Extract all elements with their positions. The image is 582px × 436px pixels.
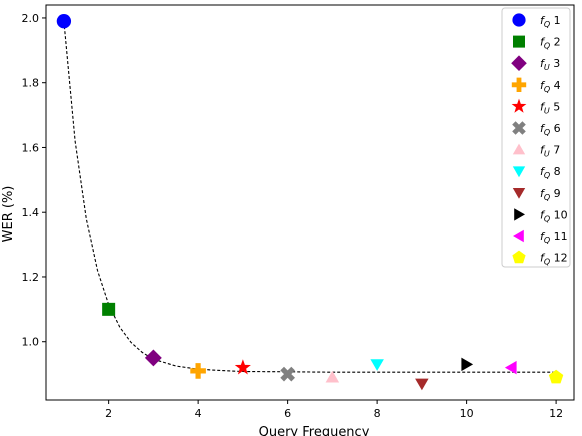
- y-tick-label: 2.0: [22, 12, 40, 25]
- legend-marker: [512, 13, 526, 27]
- legend-marker: [513, 35, 525, 48]
- data-point-7: [325, 370, 340, 383]
- x-tick-label: 2: [105, 407, 112, 420]
- legend-label: fQ 4: [540, 79, 561, 94]
- legend-label: fQ 2: [540, 36, 561, 51]
- legend-label: fQ 12: [540, 252, 568, 267]
- legend-label: fQ 11: [540, 230, 568, 245]
- y-tick-label: 1.6: [22, 141, 40, 154]
- data-point-5: [234, 359, 251, 375]
- legend: fQ 1 fQ 2 fU 3 fQ 4 fU 5 fQ 6 fU 7 fQ 8 fQ 9 fQ 1…: [501, 7, 571, 268]
- legend-marker: [513, 229, 524, 243]
- legend-label: fQ 1: [540, 14, 561, 29]
- x-axis-label: Query Frequency: [259, 425, 370, 436]
- data-point-8: [370, 359, 384, 371]
- data-point-3: [144, 349, 162, 367]
- legend-entry: fQ 9: [512, 187, 561, 202]
- x-tick-label: 8: [374, 407, 381, 420]
- legend-label: fQ 6: [540, 122, 561, 137]
- plot-frame: [45, 4, 575, 401]
- data-point-2: [102, 302, 116, 316]
- legend-entry: fQ 11: [513, 229, 568, 245]
- y-tick-label: 1.4: [22, 206, 40, 219]
- legend-marker: [511, 98, 527, 113]
- legend-marker: [512, 250, 526, 264]
- legend-label: fQ 10: [540, 208, 568, 223]
- legend-box: [501, 7, 571, 268]
- legend-marker: [512, 188, 526, 199]
- x-tick-label: 10: [460, 407, 474, 420]
- y-tick-label: 1.8: [22, 77, 40, 90]
- legend-label: fU 3: [540, 57, 560, 72]
- legend-marker: [511, 77, 527, 92]
- fit-curve-layer: [63, 21, 557, 373]
- legend-marker: [512, 143, 526, 155]
- x-tick-label: 4: [195, 407, 202, 420]
- legend-marker: [514, 208, 525, 221]
- data-point-12: [548, 369, 564, 384]
- markers-layer: [56, 14, 564, 391]
- legend-entry: fU 5: [511, 98, 560, 115]
- legend-label: fU 5: [540, 100, 560, 115]
- data-point-6: [280, 366, 295, 382]
- data-point-11: [504, 360, 517, 375]
- legend-marker: [512, 166, 526, 178]
- y-axis-label: WER (%): [1, 186, 16, 243]
- data-point-9: [415, 378, 429, 391]
- legend-entry: fQ 4: [511, 77, 561, 94]
- data-point-1: [56, 14, 72, 29]
- y-tick-label: 1.2: [22, 271, 40, 284]
- legend-label: fU 7: [540, 144, 560, 159]
- legend-marker: [512, 121, 526, 135]
- legend-entry: fQ 1: [512, 13, 561, 29]
- data-point-4: [190, 363, 206, 379]
- legend-entry: fQ 2: [513, 35, 561, 51]
- axes: 2 4 6 8 10 12 1.0 1.2 1.4 1.6 1.8 2.0: [22, 4, 575, 420]
- fit-curve-line: [63, 21, 557, 373]
- legend-marker: [511, 55, 527, 71]
- legend-entry: fQ 8: [512, 165, 561, 180]
- legend-entry: fQ 10: [514, 208, 568, 223]
- y-tick-label: 1.0: [22, 336, 40, 349]
- legend-entry: fQ 6: [512, 121, 561, 137]
- legend-entry: fU 3: [511, 55, 560, 72]
- legend-entry: fU 7: [512, 143, 560, 159]
- x-tick-label: 12: [549, 407, 563, 420]
- data-point-10: [461, 357, 474, 372]
- legend-label: fQ 8: [540, 165, 561, 180]
- x-tick-label: 6: [284, 407, 291, 420]
- legend-label: fQ 9: [540, 187, 561, 202]
- legend-entry: fQ 12: [512, 250, 568, 267]
